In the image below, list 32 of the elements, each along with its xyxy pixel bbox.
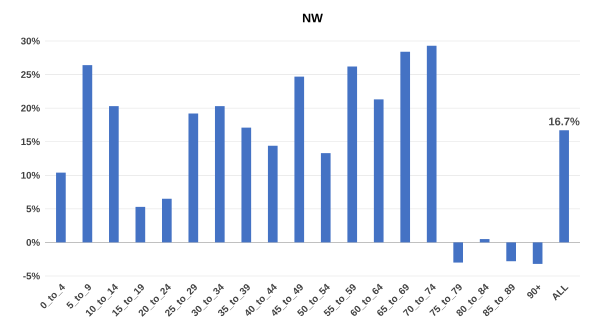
bar: [453, 242, 464, 263]
bar: [188, 114, 198, 242]
y-tick-label: 20%: [21, 104, 40, 112]
y-tick-label: -5%: [23, 272, 40, 280]
y-tick-label: 15%: [21, 138, 40, 146]
bar: [426, 46, 437, 242]
bar: [506, 242, 516, 262]
bar: [56, 172, 66, 242]
bar: [294, 76, 304, 242]
bar: [82, 65, 92, 242]
x-tick-label: 90+: [527, 285, 540, 298]
chart-title: NW: [302, 14, 323, 22]
y-tick-label: 30%: [20, 38, 40, 44]
bar: [374, 99, 384, 242]
x-tick-label: ALL: [552, 286, 569, 301]
y-tick-label: 25%: [21, 71, 40, 78]
bar: [136, 206, 146, 242]
bar: [480, 239, 490, 242]
bar: [214, 106, 225, 242]
bar: [109, 106, 119, 242]
bar: [268, 146, 278, 242]
data-label: 16.7%: [549, 118, 580, 126]
y-tick-label: 0%: [26, 239, 40, 246]
bar: [241, 128, 252, 242]
bar: [320, 153, 331, 242]
bar: [400, 52, 410, 242]
bar: [347, 66, 358, 242]
bar: [532, 242, 542, 264]
y-tick-label: 5%: [26, 205, 40, 212]
bar: [162, 198, 172, 242]
y-tick-label: 10%: [21, 172, 40, 179]
bar: [559, 130, 569, 242]
